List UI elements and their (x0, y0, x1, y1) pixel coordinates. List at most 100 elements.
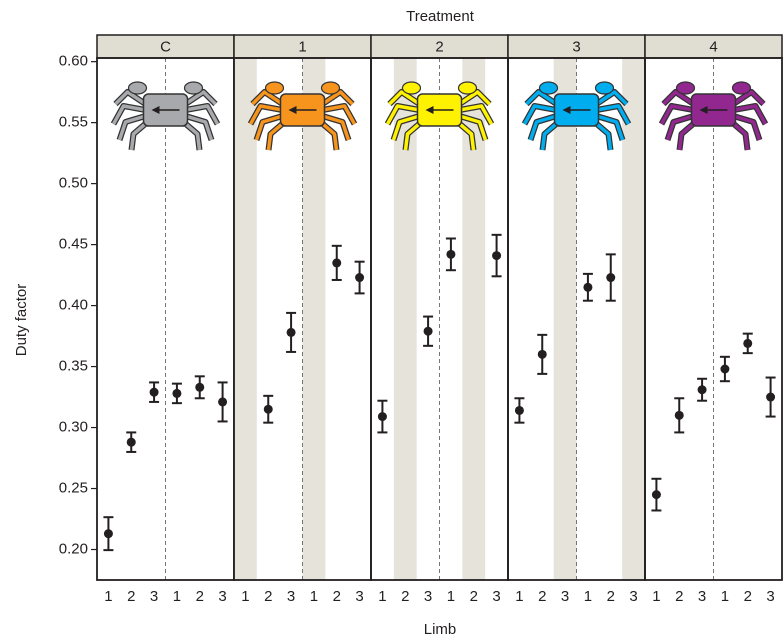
crab-leg-fill (322, 104, 357, 125)
x-tick-label: 3 (150, 588, 158, 605)
crab-arrow-head (151, 106, 160, 114)
crab-leg-fill (319, 120, 339, 151)
crab-icon (247, 81, 358, 151)
x-tick-label: 2 (264, 588, 272, 605)
crab-leg-fill (732, 114, 762, 141)
crab-icon (521, 81, 632, 151)
x-axis-label: Limb (424, 621, 457, 638)
y-tick-label: 0.55 (59, 114, 88, 131)
crab-leg-fill (251, 90, 284, 106)
x-tick-label: 3 (218, 588, 226, 605)
crab-leg-fill (385, 104, 420, 125)
x-tick-label: 1 (378, 588, 386, 605)
x-tick-label: 3 (355, 588, 363, 605)
crab-leg-fill (403, 120, 423, 151)
x-tick-label: 1 (447, 588, 455, 605)
point (195, 382, 205, 392)
point (355, 273, 365, 283)
x-tick-label: 1 (104, 588, 112, 605)
strip-label: 3 (572, 38, 580, 55)
point (149, 387, 159, 397)
crab-leg-fill (665, 114, 695, 141)
y-tick-label: 0.60 (59, 53, 88, 70)
crab-claw (675, 81, 696, 95)
y-tick-label: 0.50 (59, 175, 88, 192)
removed-limb-band (302, 58, 326, 580)
x-tick-label: 1 (584, 588, 592, 605)
strip-label: C (160, 38, 171, 55)
crab-leg-fill (459, 104, 494, 125)
point (720, 364, 730, 374)
crab-leg-fill (117, 114, 147, 141)
crab-claw (538, 81, 559, 95)
y-tick-label: 0.35 (59, 358, 88, 375)
point (743, 338, 753, 348)
point (377, 412, 387, 422)
point (674, 410, 684, 420)
crab-leg-fill (596, 104, 631, 125)
crab-arrow-head (425, 106, 434, 114)
crab-leg-fill (659, 104, 694, 125)
crab-claw (127, 81, 148, 95)
crab-leg-fill (182, 120, 202, 151)
x-tick-label: 2 (196, 588, 204, 605)
crab-arrow-head (562, 106, 571, 114)
point (766, 392, 776, 402)
crab-leg-fill (733, 104, 768, 125)
crab-claw (401, 81, 422, 95)
x-tick-label: 2 (607, 588, 615, 605)
x-tick-label: 3 (287, 588, 295, 605)
crab-claw (183, 81, 204, 95)
point (583, 282, 593, 292)
crab-leg-fill (458, 114, 488, 141)
crab-leg-fill (184, 114, 214, 141)
crab-leg-fill (730, 120, 750, 151)
x-tick-label: 1 (310, 588, 318, 605)
crab-leg-fill (129, 120, 149, 151)
point (126, 437, 136, 447)
crab-claw (264, 81, 285, 95)
crab-leg-fill (593, 120, 613, 151)
point (172, 388, 182, 398)
crab-icon (110, 81, 221, 151)
crab-leg-fill (388, 90, 421, 106)
crab-claw (594, 81, 615, 95)
point (332, 258, 342, 268)
point (103, 529, 113, 539)
point (537, 349, 547, 359)
x-tick-label: 3 (629, 588, 637, 605)
x-tick-label: 1 (515, 588, 523, 605)
x-tick-label: 2 (401, 588, 409, 605)
point (651, 490, 661, 500)
crab-leg-fill (595, 114, 625, 141)
crab-claw (731, 81, 752, 95)
x-tick-label: 1 (652, 588, 660, 605)
crab-claw (457, 81, 478, 95)
x-tick-label: 1 (241, 588, 249, 605)
crab-leg-fill (248, 104, 283, 125)
crab-leg-fill (677, 120, 697, 151)
strip-label: 4 (709, 38, 717, 55)
x-tick-label: 3 (561, 588, 569, 605)
x-tick-label: 3 (424, 588, 432, 605)
point (446, 249, 456, 259)
chart-title: Treatment (406, 8, 475, 25)
point (606, 273, 616, 283)
y-tick-label: 0.30 (59, 419, 88, 436)
crab-leg-fill (456, 120, 476, 151)
x-tick-label: 2 (744, 588, 752, 605)
point (514, 405, 524, 415)
y-tick-label: 0.45 (59, 236, 88, 253)
point (492, 251, 502, 261)
x-tick-label: 2 (127, 588, 135, 605)
crab-leg-fill (525, 90, 558, 106)
point (263, 404, 273, 414)
y-axis-label: Duty factor (13, 284, 30, 357)
crab-leg-fill (662, 90, 695, 106)
y-tick-label: 0.25 (59, 479, 88, 496)
crab-leg-fill (254, 114, 284, 141)
point (286, 327, 296, 337)
crab-leg-fill (458, 90, 491, 106)
point (423, 326, 433, 336)
